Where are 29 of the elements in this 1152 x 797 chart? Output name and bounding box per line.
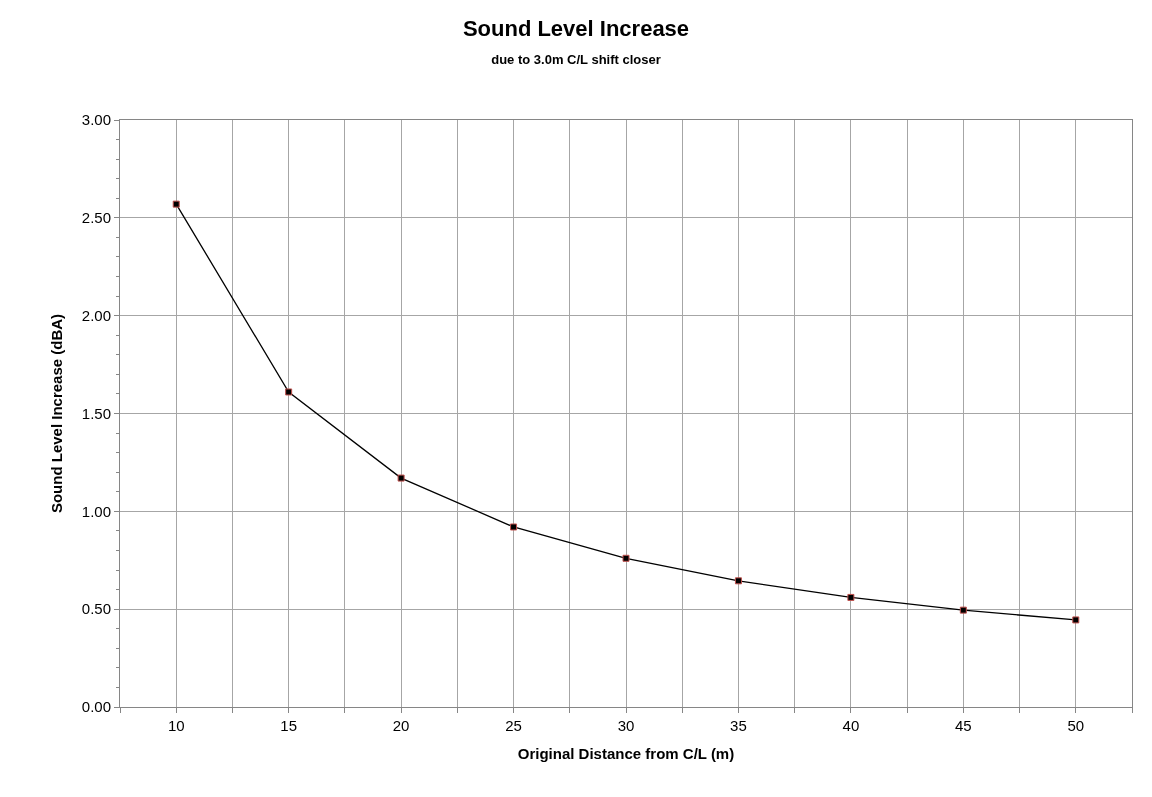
x-tick-label: 30 xyxy=(617,717,635,734)
y-tick-label: 0.00 xyxy=(81,698,111,716)
point xyxy=(510,523,518,531)
chart-title: Sound Level Increase xyxy=(462,15,690,41)
x-tick-label: 25 xyxy=(505,717,522,734)
y-tick-label: 0.50 xyxy=(81,600,111,618)
point xyxy=(847,593,855,601)
y-tick-label: 2.00 xyxy=(81,306,111,324)
y-tick-label: 1.50 xyxy=(81,404,111,422)
x-tick-label: 20 xyxy=(392,717,410,734)
y-tick-label: 3.00 xyxy=(81,111,111,129)
point xyxy=(285,388,293,396)
y-tick-label: 1.00 xyxy=(81,502,111,520)
x-tick-label: 40 xyxy=(842,717,860,734)
point xyxy=(959,606,967,614)
point xyxy=(734,577,742,585)
x-tick-label: 45 xyxy=(954,717,972,734)
x-tick-label: 10 xyxy=(167,717,185,734)
x-tick-label: 15 xyxy=(280,717,298,734)
x-tick-label: 35 xyxy=(730,717,747,734)
x-tick-label: 50 xyxy=(1067,717,1085,734)
y-tick-label: 2.50 xyxy=(81,209,111,227)
point xyxy=(397,474,405,482)
point xyxy=(172,200,180,208)
chart-subtitle: due to 3.0m C/L shift closer xyxy=(491,52,661,68)
point xyxy=(622,554,630,562)
point xyxy=(1072,616,1080,624)
y-axis-title: Sound Level Increase (dBA) xyxy=(48,313,66,514)
x-axis-title: Original Distance from C/L (m) xyxy=(517,745,735,762)
